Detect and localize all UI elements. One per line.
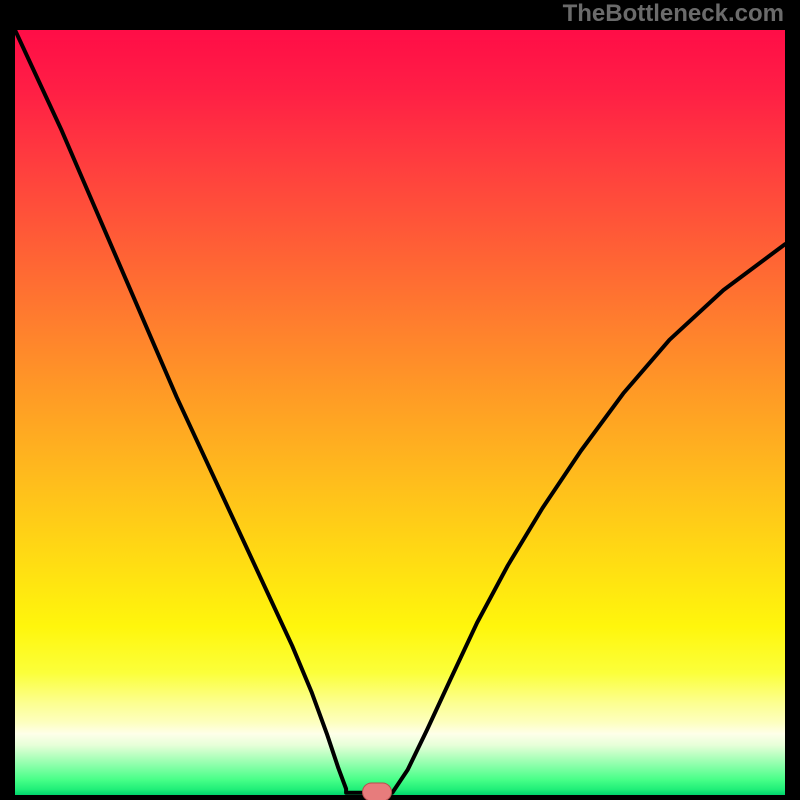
watermark-text: TheBottleneck.com — [563, 0, 784, 28]
curve-path — [15, 30, 785, 793]
bottleneck-curve — [15, 30, 785, 795]
stage: TheBottleneck.com — [0, 0, 800, 800]
optimal-point-marker — [362, 782, 392, 800]
plot-area — [15, 30, 785, 795]
